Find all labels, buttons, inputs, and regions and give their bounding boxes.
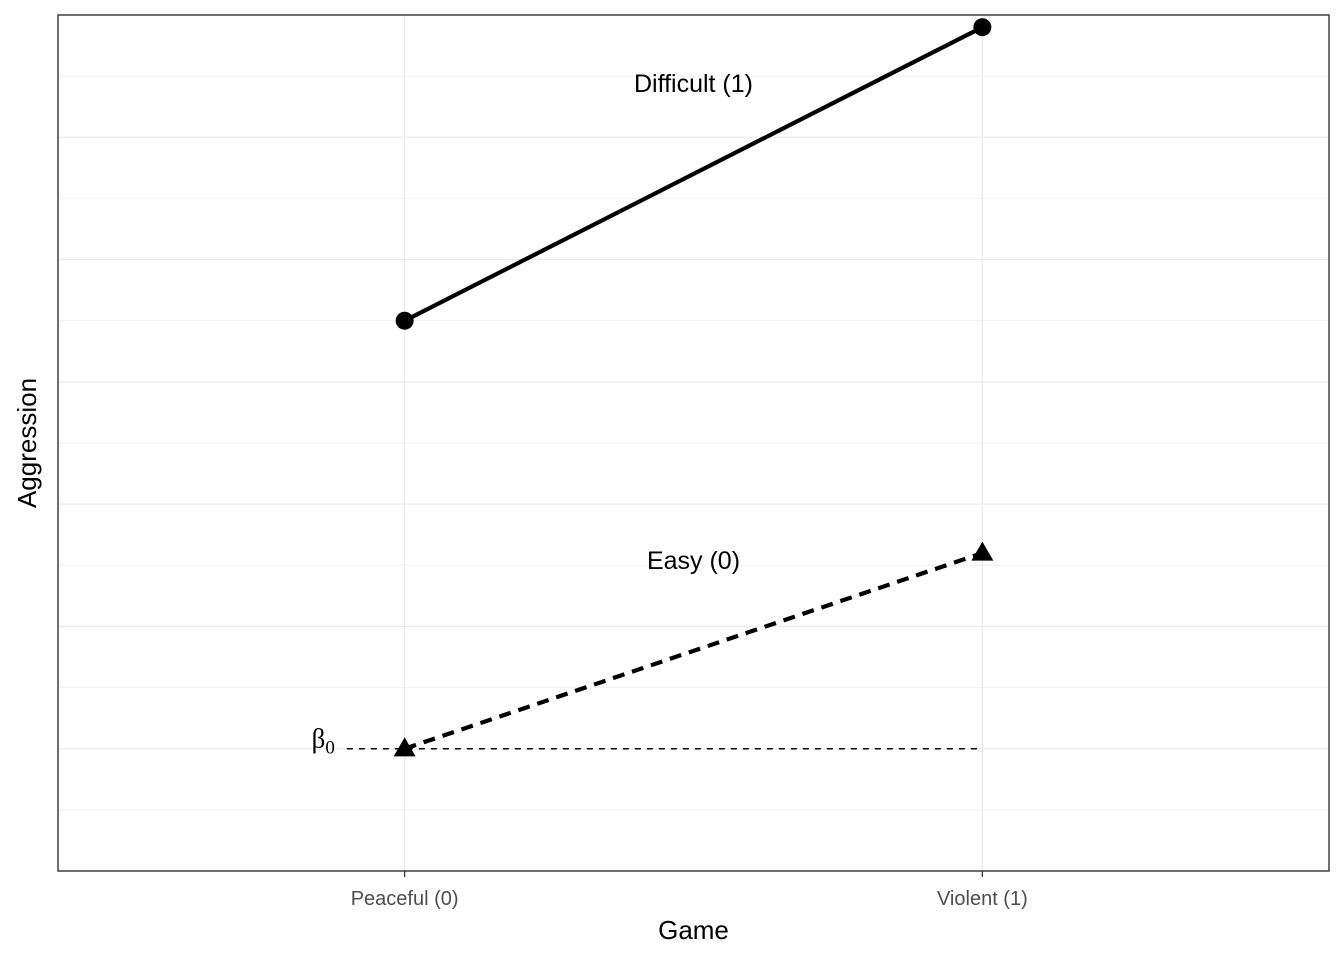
data-point-triangle [971, 541, 994, 561]
series-layer: Difficult (1) Easy (0) [393, 18, 994, 757]
intercept-label-subscript: 0 [325, 738, 335, 759]
x-axis-ticks: Peaceful (0) Violent (1) [351, 871, 1028, 910]
series-label: Difficult (1) [634, 70, 753, 98]
x-tick-label: Violent (1) [937, 888, 1028, 910]
series-line [403, 551, 984, 751]
data-point-triangle [393, 737, 416, 757]
data-point-circle [395, 311, 414, 330]
series-line [403, 25, 984, 323]
intercept-label: β0 [312, 724, 335, 759]
series-easy: Easy (0) [393, 541, 994, 757]
series-label: Easy (0) [647, 547, 740, 575]
y-axis-title: Aggression [12, 378, 42, 508]
panel-border [57, 14, 1330, 872]
x-tick-label: Peaceful (0) [351, 888, 459, 910]
gridlines [58, 14, 1329, 872]
x-axis-title: Game [658, 915, 729, 945]
intercept-label-symbol: β [312, 724, 326, 754]
data-point-circle [973, 18, 992, 37]
intercept-annotation: β0 [312, 724, 983, 759]
series-difficult: Difficult (1) [395, 18, 992, 330]
